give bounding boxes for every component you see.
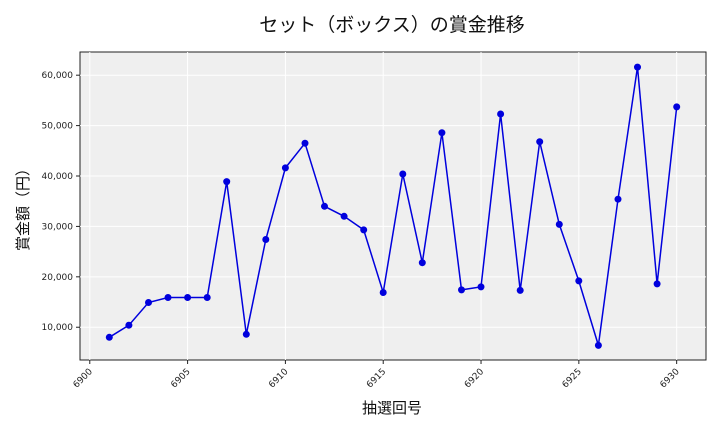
data-point: [438, 129, 446, 137]
data-point: [575, 277, 583, 285]
data-point: [477, 283, 485, 291]
data-point: [594, 341, 602, 349]
y-tick-label: 60,000: [42, 71, 74, 81]
data-point: [223, 178, 231, 186]
data-point: [105, 333, 113, 341]
data-point: [125, 321, 133, 329]
data-point: [653, 280, 661, 288]
x-axis-label: 抽選回号: [362, 399, 422, 417]
data-point: [497, 110, 505, 118]
data-point: [242, 330, 250, 338]
data-point: [418, 259, 426, 267]
y-tick-label: 40,000: [42, 172, 74, 182]
chart-title: セット（ボックス）の賞金推移: [259, 14, 524, 36]
y-tick-label: 10,000: [42, 323, 74, 333]
data-point: [379, 289, 387, 296]
y-tick-label: 30,000: [42, 222, 74, 232]
data-point: [458, 286, 465, 294]
y-tick-label: 50,000: [42, 122, 74, 132]
y-axis-label: 賞金額（円）: [14, 161, 32, 251]
data-point: [536, 138, 544, 146]
data-point: [184, 294, 192, 301]
data-series: [105, 63, 681, 349]
data-point: [673, 103, 681, 111]
x-tick-label: 6920: [463, 367, 486, 390]
data-point: [614, 195, 622, 203]
data-point: [262, 236, 270, 243]
data-point: [516, 286, 524, 294]
x-tick-label: 6900: [72, 367, 95, 390]
data-point: [281, 164, 289, 172]
data-point: [321, 202, 328, 210]
data-point: [555, 220, 563, 228]
plot-area: [79, 51, 707, 361]
y-tick-label: 20,000: [42, 273, 74, 283]
x-axis: 6900 6905 6910 6915 6920 6925 6930: [72, 360, 682, 390]
data-point: [301, 139, 309, 147]
data-point: [360, 226, 368, 234]
grid-lines: [80, 52, 706, 360]
x-tick-label: 6925: [561, 367, 584, 390]
data-point: [634, 63, 641, 71]
data-point: [203, 294, 211, 301]
data-point: [164, 294, 172, 301]
x-tick-label: 6915: [365, 367, 388, 390]
data-point: [399, 170, 407, 178]
data-point: [340, 212, 348, 220]
x-tick-label: 6930: [659, 367, 682, 390]
y-axis: 10,000 20,000 30,000 40,000 50,000 60,000: [42, 71, 80, 333]
x-tick-label: 6910: [267, 367, 290, 390]
data-point: [145, 299, 152, 306]
x-tick-label: 6905: [169, 367, 192, 390]
